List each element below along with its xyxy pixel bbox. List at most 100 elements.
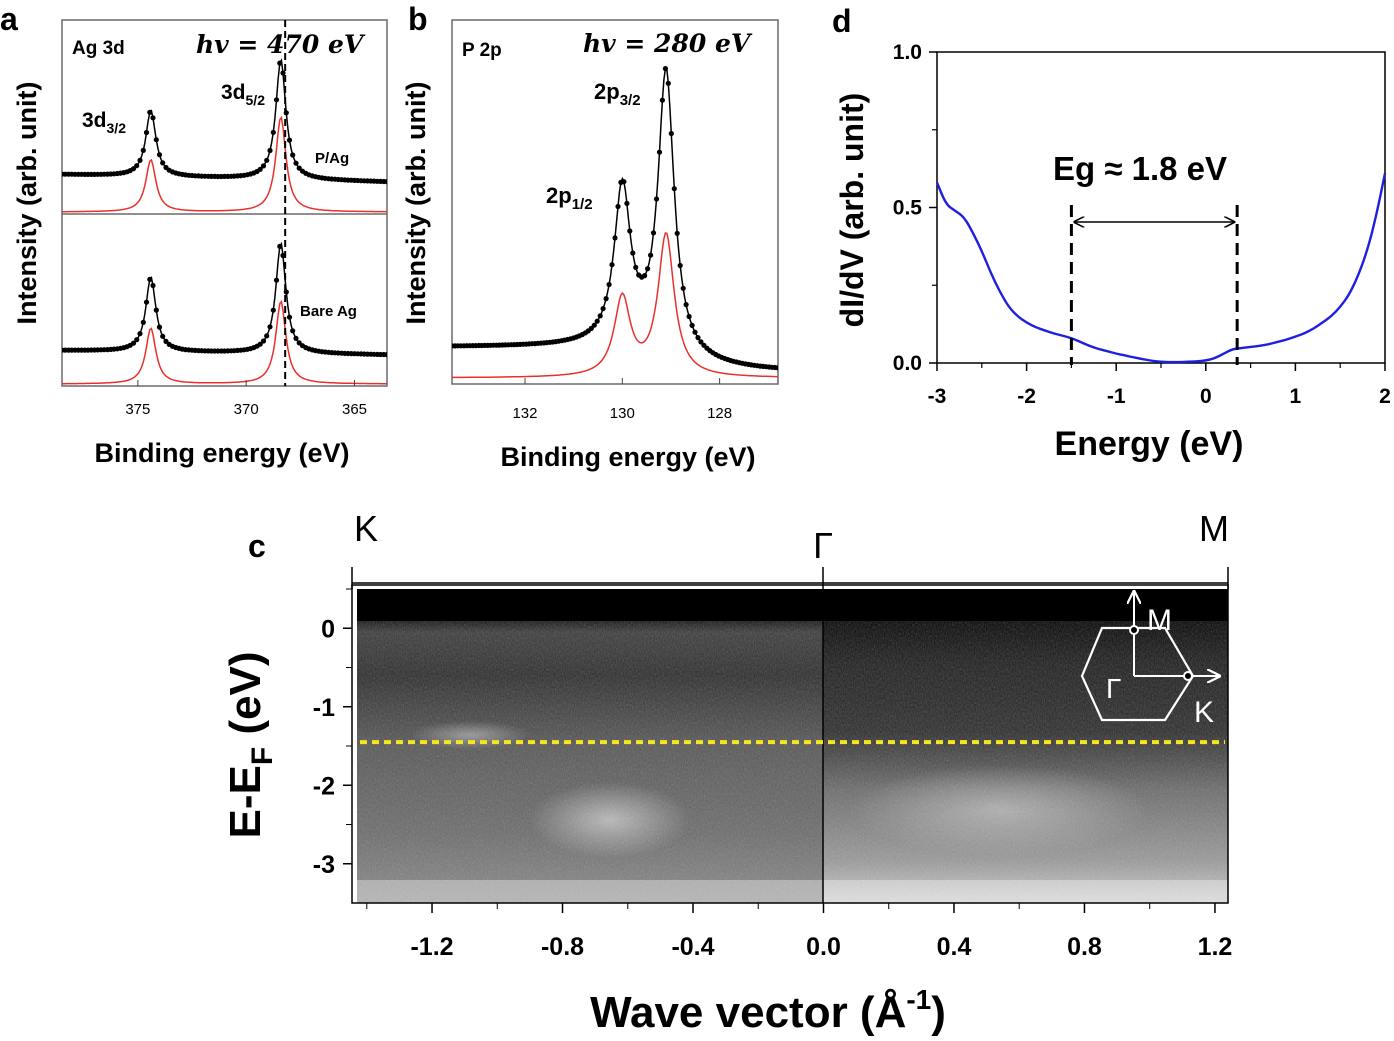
panel-label-a: a — [0, 1, 18, 37]
panel-c-xtick-label: 0.8 — [1067, 933, 1102, 961]
panel-c-ylabel-sub: F — [246, 747, 279, 765]
panel-c-xlabel: Wave vector (Å-1) — [590, 984, 946, 1037]
pag-data-point — [384, 179, 387, 185]
panel-c-ytick-label: -1 — [313, 694, 335, 722]
arpes-image — [357, 589, 1228, 903]
peak-label-3d52-main: 3d — [221, 81, 246, 104]
panel-label-c: c — [248, 528, 266, 564]
pp-group — [452, 66, 778, 379]
panel-a-xlabel: Binding energy (eV) — [94, 438, 349, 468]
panel-b-x-ticks: 132 130 128 — [512, 378, 732, 422]
pp-data-point — [606, 281, 612, 288]
bareag-fit-curve — [62, 300, 387, 385]
pp-data-point — [615, 203, 621, 210]
panel-b-curves — [452, 66, 778, 379]
pp-data-point — [645, 266, 651, 272]
panel-a-title: Ag 3d — [72, 38, 125, 59]
pag-data-point — [290, 152, 296, 158]
panel-a-curves — [62, 58, 387, 385]
panel-d-ytick-label: 0.0 — [893, 352, 922, 375]
pag-data-point — [296, 165, 302, 171]
peak-label-2p12-main: 2p — [546, 183, 572, 208]
peak-label-3d32-main: 3d — [82, 109, 107, 132]
pp-data-point — [609, 262, 615, 268]
pp-data-point — [600, 306, 606, 312]
panel-c: c K Γ M M Γ K -1.2 -0.8 -0.4 0.0 0.4 — [221, 508, 1232, 1037]
panel-c-xlabel-main: Wave vector (Å — [590, 988, 906, 1037]
subpanel-label-pag: P/Ag — [315, 150, 349, 167]
peak-label-2p12-sub: 1/2 — [572, 196, 593, 213]
pag-data-point — [257, 166, 263, 172]
peak-label-3d52-sub: 5/2 — [246, 92, 266, 108]
bareag-data-point — [273, 277, 280, 283]
panel-d-xtick-label: 1 — [1290, 385, 1302, 408]
pp-data-point — [775, 365, 778, 371]
inset-label-m: M — [1147, 604, 1172, 637]
pp-data-point — [633, 264, 639, 270]
pag-fit-curve — [62, 115, 387, 213]
panel-a-x-ticks: 375 370 365 — [125, 380, 367, 418]
arpes-noise — [357, 589, 1228, 903]
panel-b-xtick-label: 128 — [707, 405, 732, 422]
panel-b-xlabel: Binding energy (eV) — [500, 442, 755, 472]
m-point-marker — [1129, 625, 1139, 635]
panel-d-ylabel: dI/dV (arb. unit) — [834, 93, 870, 328]
pag-data-point — [160, 160, 166, 166]
pp-data-point — [671, 186, 677, 192]
peak-label-3d32: 3d3/2 — [82, 109, 126, 136]
pp-data-point — [630, 250, 636, 256]
sym-point-m: M — [1199, 508, 1229, 549]
panel-c-ylabel-end: (eV) — [221, 651, 270, 746]
pp-data-point — [683, 302, 689, 308]
pag-data-point — [270, 129, 276, 135]
pp-data-point — [594, 318, 600, 324]
bareag-data-point — [277, 243, 283, 249]
pp-data-point — [677, 262, 683, 269]
panel-b-ylabel: Intensity (arb. unit) — [401, 82, 431, 325]
pag-data-point — [277, 60, 283, 66]
pp-data-point — [650, 230, 657, 236]
arpes-bottom-fade — [357, 880, 1228, 903]
bareag-data-point — [130, 340, 137, 346]
pp-data-point — [653, 196, 660, 202]
panel-b-photon-energy: hv = 280 eV — [583, 29, 753, 58]
bareag-data-point — [153, 307, 159, 313]
pp-data-point — [668, 130, 674, 137]
peak-label-3d52: 3d5/2 — [221, 81, 265, 108]
pp-data-point — [656, 149, 663, 155]
panel-c-xtick-label: 1.2 — [1198, 933, 1233, 961]
panel-d-xtick-label: -1 — [1107, 385, 1126, 408]
bareag-data-point — [134, 337, 140, 343]
k-point-marker — [1183, 671, 1193, 681]
peak-label-2p32: 2p3/2 — [594, 79, 641, 109]
pag-data-point — [153, 137, 159, 143]
panel-c-xtick-label: -0.4 — [671, 933, 714, 961]
panel-b: b P 2p hv = 280 eV 2p1/2 2p3/2 132 130 128… — [401, 1, 779, 472]
pag-data-point — [150, 115, 156, 121]
bareag-data-point — [290, 328, 296, 334]
brillouin-zone-inset: M Γ K — [1080, 593, 1218, 729]
panel-c-xtick-label: -0.8 — [541, 933, 584, 961]
pag-data-point — [273, 97, 280, 103]
panel-c-ytick-label: 0 — [321, 615, 335, 643]
bareag-data-point — [140, 319, 146, 325]
bareag-data-point — [286, 314, 293, 320]
pag-data-point — [286, 137, 293, 143]
bareag-data-point — [270, 307, 276, 313]
panel-d-ticks: -3 -2 -1 0 1 2 0.0 0.5 1.0 — [893, 41, 1391, 408]
panel-c-ytick-label: -2 — [313, 772, 335, 800]
pag-data-point — [140, 147, 146, 153]
bareag-data-point — [267, 324, 273, 330]
panel-a-xtick-label: 365 — [342, 401, 367, 418]
panel-c-xtick-label: -1.2 — [410, 933, 453, 961]
pp-data-point — [686, 313, 692, 320]
pp-data-point — [680, 285, 686, 291]
panel-c-ytick-label: -3 — [313, 851, 335, 879]
pp-data-point — [597, 313, 603, 319]
sts-curve — [935, 173, 1387, 364]
bareag-data-point — [147, 276, 153, 282]
pp-data-point — [621, 179, 627, 185]
pag-data-point — [267, 147, 273, 154]
pp-data-point — [624, 200, 630, 206]
sym-point-gamma: Γ — [813, 525, 833, 566]
